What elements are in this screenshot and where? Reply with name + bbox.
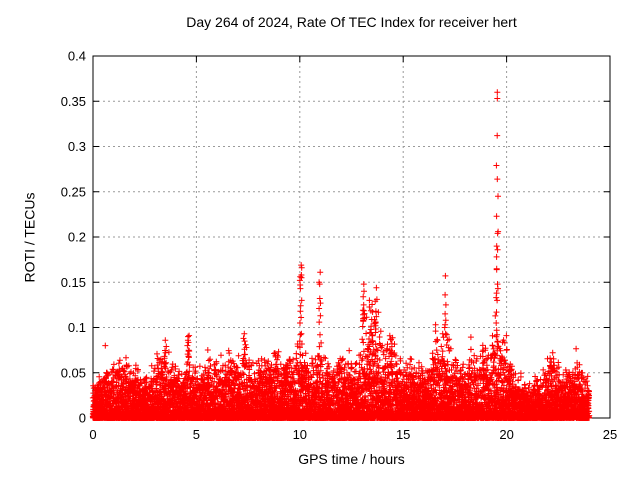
y-tick-label-0.4: 0.4	[68, 49, 86, 64]
y-axis-label: ROTI / TECUs	[21, 192, 38, 283]
y-tick-label-0.3: 0.3	[68, 139, 86, 154]
x-tick-label-15: 15	[396, 427, 410, 442]
y-tick-label-0.2: 0.2	[68, 230, 86, 245]
x-tick-label-5: 5	[193, 427, 200, 442]
x-tick-label-0: 0	[89, 427, 96, 442]
y-tick-label-0.15: 0.15	[61, 275, 86, 290]
y-tick-label-0.25: 0.25	[61, 184, 86, 199]
chart-title: Day 264 of 2024, Rate Of TEC Index for r…	[186, 14, 517, 30]
y-tick-label-0.35: 0.35	[61, 94, 86, 109]
y-tick-label-0: 0	[79, 411, 86, 426]
tick-labels: 0 5 10 15 20 25 0 0.05 0.1 0.15 0.2 0.25 0.3 0.35 0.4	[61, 49, 618, 443]
y-tick-label-0.1: 0.1	[68, 320, 86, 335]
scatter-points	[89, 89, 593, 421]
y-tick-label-0.05: 0.05	[61, 365, 86, 380]
x-axis-label: GPS time / hours	[298, 451, 405, 467]
x-tick-label-10: 10	[293, 427, 307, 442]
x-tick-label-25: 25	[603, 427, 617, 442]
x-tick-label-20: 20	[499, 427, 513, 442]
